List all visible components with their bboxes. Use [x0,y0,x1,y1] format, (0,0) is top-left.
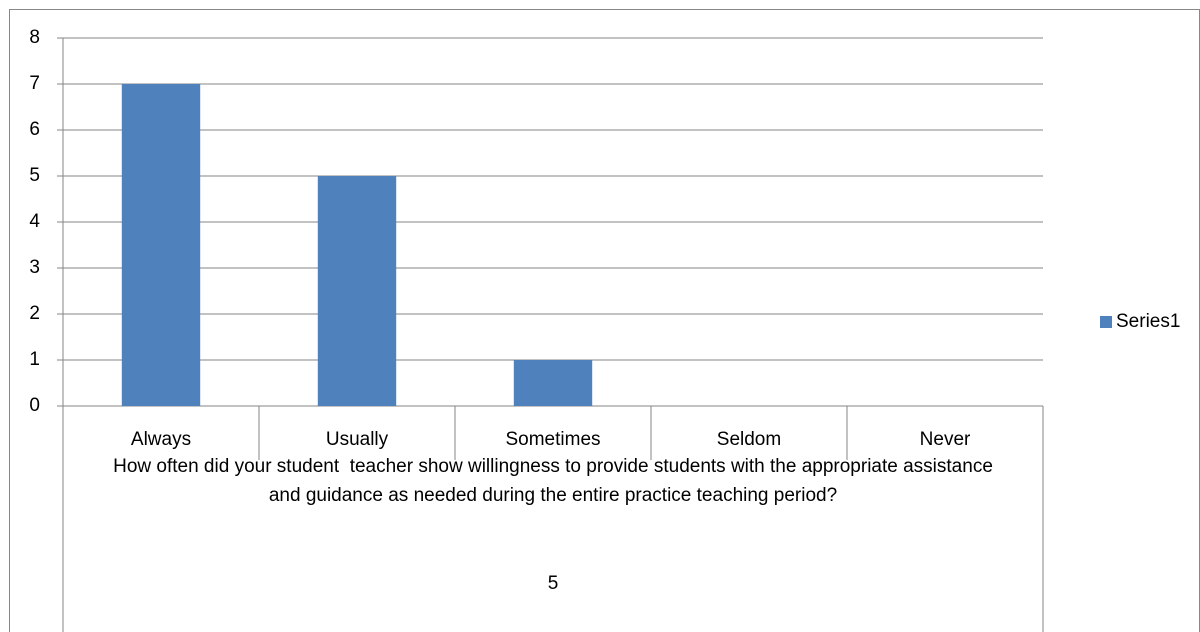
x-tick-label: Sometimes [505,429,600,450]
y-tick-label: 8 [29,27,40,48]
y-tick-label: 4 [29,211,40,232]
bar [121,84,201,406]
y-tick-label: 5 [29,165,40,186]
category-group-outer-label: 5 [548,573,559,594]
legend-label: Series1 [1116,311,1180,332]
bar [317,176,397,406]
y-tick-label: 3 [29,257,40,278]
x-tick-label: Never [920,429,971,450]
y-tick-label: 1 [29,349,40,370]
category-group-label: How often did your student teacher show … [113,456,999,506]
x-tick-label: Always [131,429,191,450]
x-tick-label: Usually [326,429,389,450]
y-tick-label: 6 [29,119,40,140]
y-tick-label: 7 [29,73,40,94]
y-tick-label: 0 [29,395,40,416]
x-tick-label: Seldom [717,429,781,450]
bar [513,360,593,406]
legend-swatch [1100,316,1112,328]
y-tick-label: 2 [29,303,40,324]
